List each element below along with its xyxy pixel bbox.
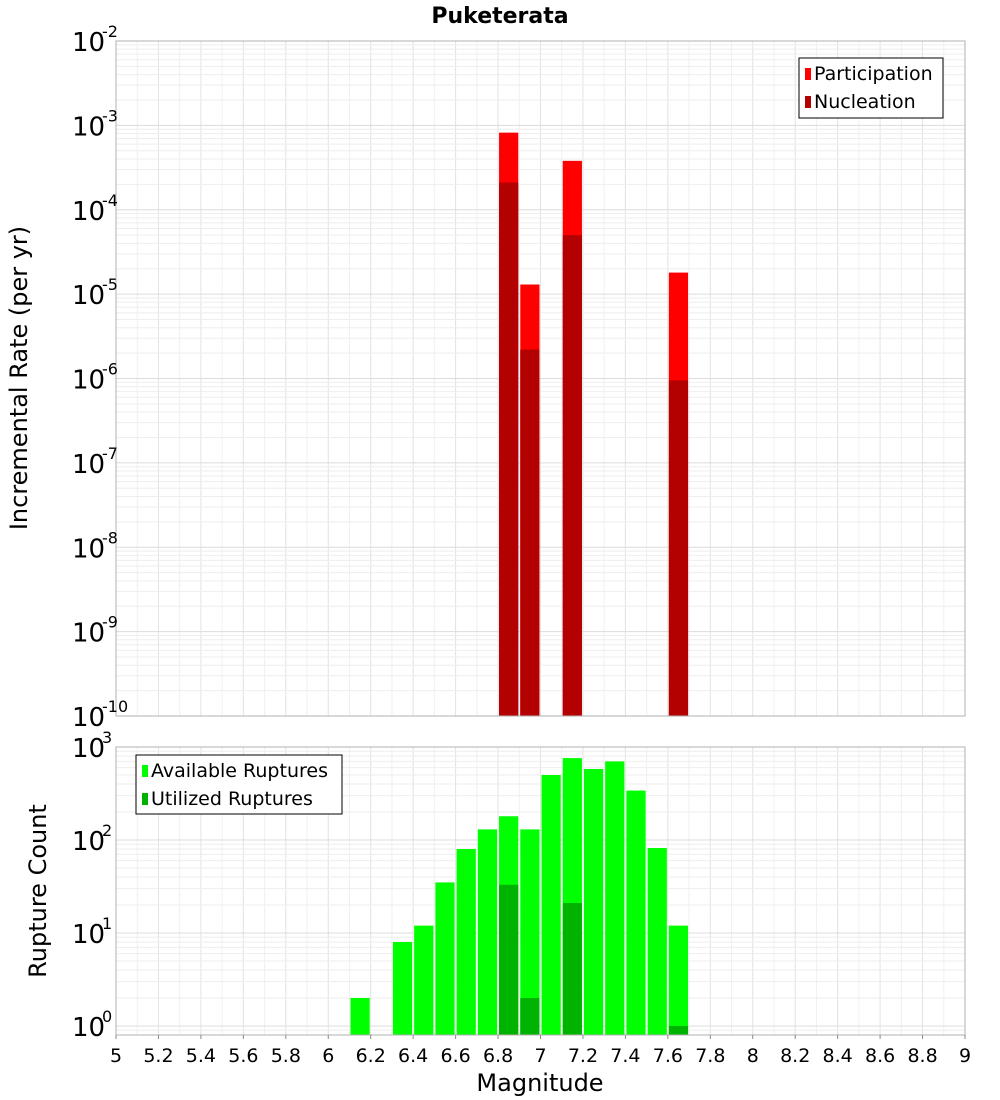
x-tick-label: 6.8 — [483, 1045, 513, 1067]
y-tick-label: 10 — [72, 827, 105, 857]
y-tick-exponent: -10 — [102, 697, 128, 716]
y-tick-label: 10 — [72, 534, 105, 564]
x-tick-label: 6 — [322, 1045, 334, 1067]
y-tick-label: 10 — [72, 450, 105, 480]
y-tick-label: 10 — [72, 920, 105, 950]
y-tick-exponent: 0 — [102, 1007, 112, 1026]
top-y-axis-label: Incremental Rate (per yr) — [5, 226, 33, 530]
x-tick-label: 8.8 — [907, 1045, 937, 1067]
y-tick-label: 10 — [72, 281, 105, 311]
x-tick-label: 5 — [110, 1045, 122, 1067]
y-tick-exponent: -4 — [102, 191, 118, 210]
x-tick-label: 5.8 — [271, 1045, 301, 1067]
bar-back — [392, 942, 413, 1035]
bar-front — [520, 349, 540, 716]
y-tick-exponent: -2 — [102, 22, 118, 41]
y-tick-exponent: -5 — [102, 275, 118, 294]
legend-swatch — [142, 793, 148, 805]
x-tick-label: 7.6 — [653, 1045, 683, 1067]
legend-swatch — [142, 765, 148, 777]
top-plot-area: 10-1010-910-810-710-610-510-410-310-2Par… — [72, 22, 966, 733]
y-tick-exponent: 2 — [102, 821, 112, 840]
bar-back — [414, 925, 434, 1035]
x-tick-label: 5.2 — [143, 1045, 173, 1067]
y-tick-label: 10 — [72, 1013, 105, 1043]
y-tick-exponent: -3 — [102, 106, 118, 125]
legend-swatch — [805, 96, 811, 108]
x-tick-label: 8 — [747, 1045, 759, 1067]
x-tick-label: 8.4 — [823, 1045, 853, 1067]
y-tick-label: 10 — [72, 366, 105, 396]
y-tick-label: 10 — [72, 112, 105, 142]
bar-back — [626, 790, 646, 1035]
bar-front — [562, 903, 582, 1035]
bar-front — [562, 235, 582, 716]
x-tick-label: 6.4 — [398, 1045, 428, 1067]
bar-front — [520, 997, 540, 1035]
x-tick-label: 7.2 — [568, 1045, 598, 1067]
y-tick-label: 10 — [72, 703, 105, 733]
bar-back — [668, 925, 689, 1035]
legend-label: Utilized Ruptures — [151, 788, 313, 810]
bottom-y-axis-label: Rupture Count — [24, 804, 52, 978]
bar-front — [499, 884, 519, 1035]
bar-front — [668, 380, 689, 716]
bar-back — [541, 774, 561, 1035]
bar-back — [605, 761, 625, 1035]
legend-label: Available Ruptures — [151, 760, 328, 782]
chart-title: Puketerata — [431, 4, 568, 29]
bar-back — [435, 882, 455, 1035]
y-tick-exponent: -9 — [102, 613, 118, 632]
bar-front — [499, 182, 519, 716]
y-tick-exponent: 1 — [102, 914, 112, 933]
y-tick-label: 10 — [72, 734, 105, 764]
bar-back — [583, 769, 604, 1035]
bar-front — [668, 1025, 689, 1035]
bar-back — [477, 829, 498, 1035]
x-tick-label: 8.6 — [865, 1045, 895, 1067]
x-tick-label: 6.6 — [440, 1045, 470, 1067]
bar-back — [456, 849, 476, 1035]
legend-label: Participation — [814, 63, 933, 85]
y-tick-label: 10 — [72, 197, 105, 227]
x-axis-label: Magnitude — [476, 1069, 603, 1097]
legend-swatch — [805, 68, 811, 80]
bar-back — [647, 848, 667, 1035]
x-tick-label: 6.2 — [356, 1045, 386, 1067]
x-tick-label: 7 — [534, 1045, 546, 1067]
legend-box — [135, 754, 343, 815]
x-tick-label: 7.8 — [695, 1045, 725, 1067]
y-tick-exponent: -6 — [102, 360, 118, 379]
y-tick-label: 10 — [72, 619, 105, 649]
x-tick-label: 9 — [959, 1045, 971, 1067]
y-tick-exponent: -8 — [102, 528, 118, 547]
y-tick-label: 10 — [72, 28, 105, 58]
x-tick-label: 5.6 — [228, 1045, 258, 1067]
x-tick-label: 5.4 — [186, 1045, 216, 1067]
x-tick-label: 7.4 — [610, 1045, 640, 1067]
legend-label: Nucleation — [814, 91, 916, 113]
y-tick-exponent: 3 — [102, 728, 112, 747]
bar-back — [350, 997, 370, 1035]
legend-box — [798, 57, 944, 119]
x-tick-label: 8.2 — [780, 1045, 810, 1067]
plot-frame — [115, 40, 966, 717]
bar-back — [520, 829, 540, 1035]
y-tick-exponent: -7 — [102, 444, 118, 463]
